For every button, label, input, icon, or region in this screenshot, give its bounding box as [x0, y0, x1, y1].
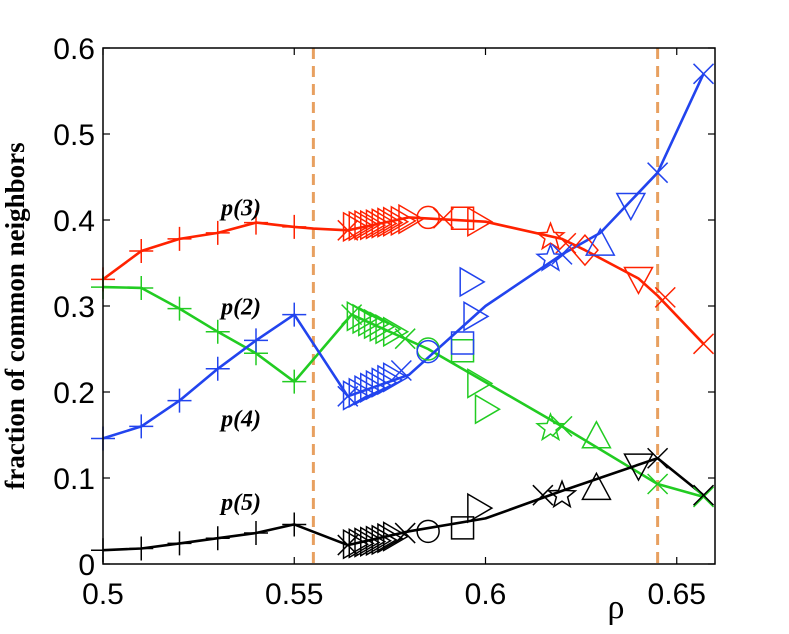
data-point	[459, 266, 486, 298]
data-point	[581, 471, 612, 501]
series-label: p(5)	[219, 490, 261, 516]
y-tick-label: 0	[78, 549, 95, 582]
data-point	[129, 275, 154, 300]
data-point	[282, 302, 307, 327]
data-point	[647, 162, 669, 184]
data-point	[416, 519, 440, 544]
y-tick-label: 0.6	[53, 33, 95, 66]
data-point	[581, 420, 612, 449]
data-point	[394, 328, 416, 350]
y-tick-label: 0.4	[53, 205, 95, 238]
series-line	[102, 73, 705, 440]
data-point	[623, 266, 654, 296]
data-point	[535, 411, 566, 442]
data-point	[416, 339, 440, 364]
data-point	[205, 526, 230, 551]
data-point	[394, 522, 416, 544]
data-point	[390, 359, 412, 382]
data-point	[167, 531, 192, 556]
data-point	[692, 484, 715, 506]
data-point	[692, 63, 715, 85]
data-point	[129, 238, 154, 263]
data-point	[282, 512, 307, 537]
series-line	[102, 216, 705, 345]
data-point	[570, 233, 599, 267]
data-point	[450, 338, 475, 363]
data-point	[692, 333, 715, 355]
data-point	[205, 319, 230, 344]
data-point	[551, 415, 573, 437]
series-line	[102, 285, 704, 499]
x-tick-label: 0.55	[265, 578, 323, 611]
series-labels: p(3) p(2) p(4) p(5)	[219, 196, 261, 516]
axis-ticks: 0.5 0.55 0.6 0.65 0 0.1 0.2 0.3 0.4 0.5 0.6	[53, 33, 715, 611]
data-point	[205, 220, 230, 245]
data-point	[382, 362, 410, 393]
data-point	[615, 192, 647, 222]
data-point	[467, 368, 494, 399]
data-point	[535, 242, 566, 272]
data-point	[647, 447, 669, 469]
data-point	[382, 316, 410, 348]
data-point	[377, 207, 404, 238]
data-point	[167, 388, 192, 413]
y-tick-label: 0.1	[53, 463, 95, 496]
x-axis-label: ρ	[608, 589, 625, 626]
data-point	[532, 484, 554, 506]
data-point	[377, 522, 404, 554]
data-point	[450, 516, 475, 540]
y-tick-label: 0.5	[53, 119, 95, 152]
y-tick-label: 0.3	[53, 291, 95, 324]
data-point	[551, 243, 573, 265]
data-point	[467, 492, 494, 524]
series-label: p(2)	[219, 295, 261, 321]
data-point	[654, 286, 676, 308]
data-point	[450, 331, 475, 355]
data-point	[623, 453, 654, 482]
data-point	[244, 210, 268, 235]
data-point	[432, 207, 454, 229]
series-line	[102, 456, 705, 552]
data-point	[463, 301, 490, 332]
x-tick-label: 0.65	[648, 578, 706, 611]
data-point	[390, 205, 417, 237]
series-label: p(4)	[219, 406, 261, 432]
data-point	[244, 328, 268, 353]
y-axis-label: fraction of common neighbors	[0, 142, 30, 489]
plot-frame	[102, 47, 716, 565]
data-point	[244, 521, 268, 546]
data-point	[129, 414, 154, 439]
series-label: p(3)	[219, 196, 261, 222]
x-tick-label: 0.6	[465, 578, 507, 611]
data-point	[205, 356, 230, 381]
data-point	[167, 296, 192, 321]
data-point	[692, 486, 715, 508]
data-point	[546, 479, 578, 509]
data-point	[474, 393, 501, 425]
data-point	[647, 473, 669, 495]
series-lines	[102, 73, 705, 552]
data-point	[416, 205, 440, 230]
data-point	[584, 227, 616, 256]
data-point	[129, 536, 154, 561]
data-point	[282, 369, 307, 394]
series-markers	[91, 63, 715, 563]
data-point	[398, 203, 425, 235]
y-tick-label: 0.2	[53, 377, 95, 410]
data-point	[282, 214, 307, 239]
data-point	[467, 206, 494, 238]
data-point	[382, 206, 410, 238]
data-point	[450, 206, 475, 231]
data-point	[167, 226, 192, 251]
data-point	[375, 313, 402, 345]
x-tick-label: 0.5	[82, 578, 124, 611]
